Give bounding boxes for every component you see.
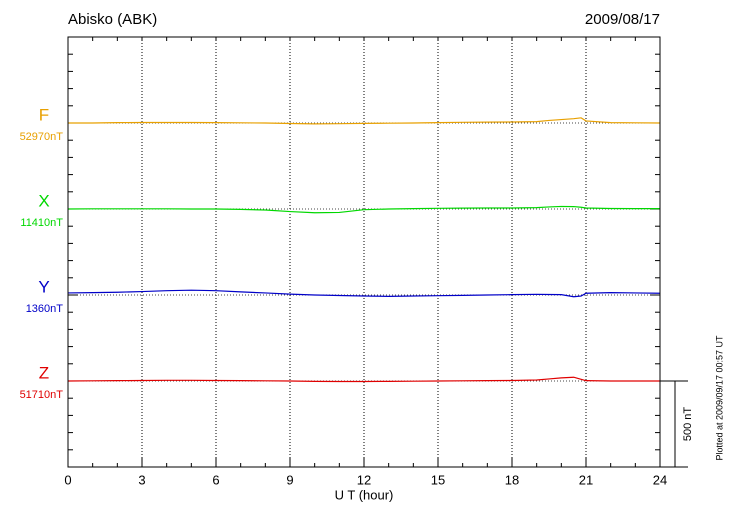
trace (67, 289, 661, 298)
legend-name: X (38, 191, 49, 210)
scale-bar-label: 500 nT (682, 407, 694, 442)
trace (68, 117, 661, 125)
x-tick-label: 3 (138, 472, 145, 487)
baseline-label: 51710nT (20, 389, 64, 401)
legend-name: Z (39, 363, 49, 382)
x-tick-label: 0 (64, 472, 71, 487)
baseline-label: 11410nT (20, 217, 63, 229)
baseline-label: 1360nT (26, 303, 64, 315)
x-tick-label: 15 (431, 472, 445, 487)
x-axis-label: U T (hour) (335, 487, 394, 502)
x-tick-label: 12 (357, 472, 371, 487)
x-tick-label: 18 (505, 472, 519, 487)
legend-name: Y (38, 277, 49, 296)
trace (67, 205, 660, 214)
baseline-label: 52970nT (20, 131, 64, 143)
x-tick-label: 9 (286, 472, 293, 487)
legend-name: F (39, 105, 49, 124)
trace (67, 376, 660, 383)
plotted-note: Plotted at 2009/09/17 00:57 UT (714, 335, 724, 461)
plot-frame (67, 36, 661, 468)
chart-title: Abisko (ABK) (68, 11, 157, 28)
x-tick-label: 24 (653, 472, 667, 487)
x-tick-label: 21 (579, 472, 593, 487)
x-tick-label: 6 (212, 472, 219, 487)
chart-date: 2009/08/17 (585, 11, 660, 28)
